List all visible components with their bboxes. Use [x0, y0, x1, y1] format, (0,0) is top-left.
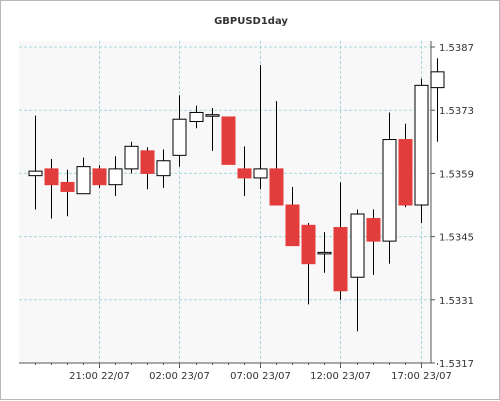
- axis-layer: [19, 41, 438, 368]
- candle-down: [140, 147, 155, 190]
- label-layer: 1.5387 1.5373 1.5359 1.5345 1.5331 1.5317 21:0…: [69, 43, 474, 382]
- candle-down: [237, 146, 252, 196]
- candle-down: [398, 123, 413, 208]
- candle-body: [205, 114, 220, 117]
- plot-background: [19, 41, 431, 363]
- chart-title: GBPUSD1day: [214, 16, 288, 27]
- candle-body: [333, 227, 348, 292]
- candle-body: [44, 168, 59, 186]
- candle-body: [382, 139, 397, 242]
- candle-body: [108, 168, 123, 186]
- candle-up: [430, 58, 445, 142]
- y-tick-label: 1.5387: [439, 43, 474, 54]
- candle-body: [317, 251, 332, 255]
- candle-body: [140, 150, 155, 174]
- candle-up: [253, 65, 268, 190]
- candle-body: [350, 213, 365, 278]
- candle-body: [76, 166, 91, 195]
- candle-up: [124, 141, 139, 174]
- candle-body: [237, 168, 252, 179]
- y-tick-label: 1.5373: [439, 106, 474, 117]
- y-tick-label: 1.5317: [439, 359, 474, 370]
- candle-down: [60, 169, 75, 217]
- candle-down: [221, 116, 236, 165]
- candle-up: [156, 149, 171, 188]
- candle-body: [28, 170, 43, 177]
- candle-body: [60, 181, 75, 192]
- y-tick-label: 1.5359: [439, 169, 474, 180]
- candle-body: [221, 116, 236, 165]
- candle-up: [76, 157, 91, 195]
- candle-body: [301, 224, 316, 265]
- candle-up: [414, 78, 429, 224]
- candle-up: [108, 156, 123, 196]
- candle-down: [366, 209, 381, 275]
- candle-body: [156, 160, 171, 177]
- x-tick-label: 12:00 23/07: [310, 371, 371, 382]
- candle-down: [92, 165, 107, 188]
- candle-body: [253, 168, 268, 179]
- candle-up: [205, 107, 220, 151]
- candle-down: [269, 101, 284, 206]
- candle-up: [317, 232, 332, 273]
- candle-down: [44, 158, 59, 219]
- candle-up: [28, 115, 43, 210]
- x-tick-label: 02:00 23/07: [149, 371, 210, 382]
- x-tick-label: 17:00 23/07: [391, 371, 452, 382]
- candle-body: [366, 218, 381, 242]
- candle-body: [269, 168, 284, 206]
- y-tick-label: 1.5345: [439, 233, 474, 244]
- candle-up: [172, 95, 187, 167]
- candle-down: [333, 182, 348, 300]
- x-tick-label: 07:00 23/07: [230, 371, 291, 382]
- candle-body: [172, 118, 187, 156]
- candle-body: [414, 84, 429, 206]
- candle-up: [189, 105, 204, 129]
- candle-body: [398, 139, 413, 206]
- candle-body: [285, 204, 300, 247]
- candle-body: [124, 145, 139, 170]
- x-tick-label: 21:00 22/07: [69, 371, 130, 382]
- candle-up: [350, 209, 365, 332]
- candle-down: [301, 223, 316, 305]
- candle-down: [285, 186, 300, 247]
- candle-layer: [28, 58, 445, 332]
- candle-up: [382, 112, 397, 264]
- y-tick-label: 1.5331: [439, 296, 474, 307]
- candle-body: [430, 71, 445, 89]
- candle-body: [92, 168, 107, 186]
- candle-body: [189, 111, 204, 122]
